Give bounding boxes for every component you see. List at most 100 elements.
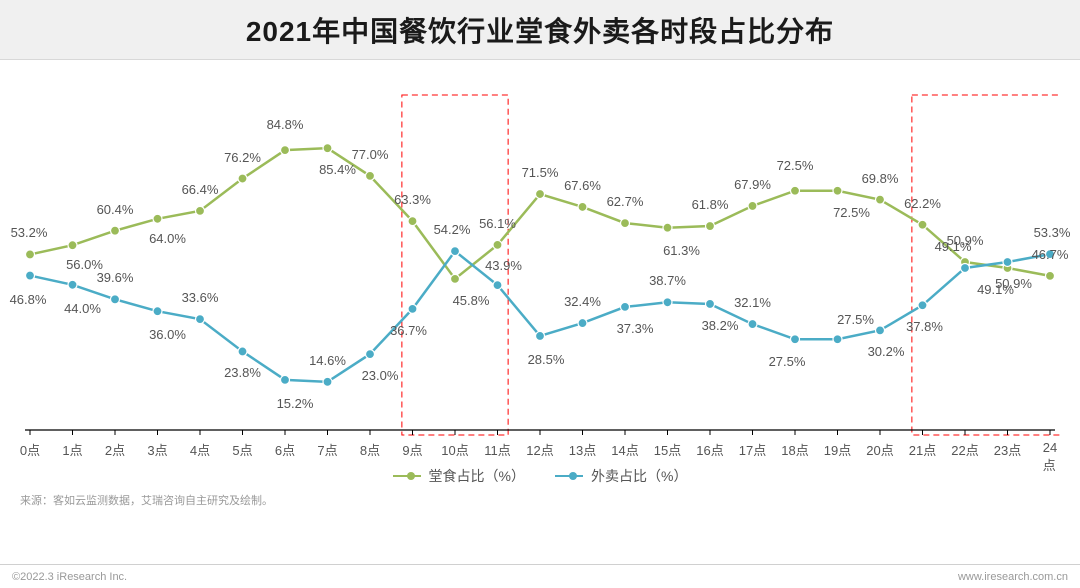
x-tick-label: 19点 (824, 440, 851, 459)
x-tick-label: 20点 (866, 440, 893, 459)
x-tick-label: 9点 (402, 440, 422, 459)
value-label-dinein: 64.0% (149, 231, 186, 246)
x-tick-label: 0点 (20, 440, 40, 459)
value-label-dinein: 63.3% (394, 192, 431, 207)
series-marker-delivery (366, 350, 375, 359)
x-tick-label: 23点 (994, 440, 1021, 459)
value-label-delivery: 33.6% (182, 290, 219, 305)
value-label-dinein: 72.5% (833, 205, 870, 220)
value-label-delivery: 53.3% (1034, 225, 1071, 240)
series-marker-delivery (323, 377, 332, 386)
series-marker-dinein (323, 144, 332, 153)
value-label-delivery: 37.3% (617, 321, 654, 336)
value-label-delivery: 43.9% (485, 258, 522, 273)
series-marker-dinein (748, 201, 757, 210)
value-label-delivery: 49.1% (935, 239, 972, 254)
value-label-delivery: 27.5% (837, 312, 874, 327)
series-marker-delivery (621, 302, 630, 311)
series-marker-dinein (153, 214, 162, 223)
value-label-dinein: 66.4% (182, 182, 219, 197)
series-marker-dinein (68, 241, 77, 250)
value-label-dinein: 46.7% (1032, 247, 1069, 262)
legend-item: 堂食占比（%） (393, 466, 525, 486)
series-marker-dinein (238, 174, 247, 183)
series-marker-dinein (493, 240, 502, 249)
value-label-dinein: 77.0% (352, 147, 389, 162)
series-marker-delivery (833, 335, 842, 344)
x-tick-label: 18点 (781, 440, 808, 459)
x-tick-label: 11点 (484, 440, 511, 459)
series-marker-delivery (451, 247, 460, 256)
legend-label: 外卖占比（%） (591, 466, 687, 486)
series-marker-delivery (876, 326, 885, 335)
value-label-dinein: 71.5% (522, 165, 559, 180)
copyright: ©2022.3 iResearch Inc. (12, 571, 127, 583)
series-marker-dinein (366, 171, 375, 180)
value-label-dinein: 76.2% (224, 150, 261, 165)
value-label-delivery: 38.2% (702, 318, 739, 333)
series-marker-dinein (536, 190, 545, 199)
legend-item: 外卖占比（%） (555, 466, 687, 486)
value-label-delivery: 32.4% (564, 294, 601, 309)
series-marker-delivery (68, 280, 77, 289)
value-label-delivery: 50.9% (995, 276, 1032, 291)
x-tick-label: 16点 (696, 440, 723, 459)
title-bar: 2021年中国餐饮行业堂食外卖各时段占比分布 (0, 0, 1080, 60)
series-marker-dinein (791, 186, 800, 195)
value-label-delivery: 39.6% (97, 270, 134, 285)
value-label-delivery: 46.8% (10, 292, 47, 307)
chart-area: 53.2%56.0%60.4%64.0%66.4%76.2%84.8%85.4%… (20, 80, 1060, 480)
series-marker-delivery (238, 347, 247, 356)
source-note: 来源：客如云监测数据，艾瑞咨询自主研究及绘制。 (20, 492, 273, 508)
value-label-dinein: 62.7% (607, 194, 644, 209)
legend-swatch (393, 475, 421, 477)
series-marker-dinein (451, 274, 460, 283)
x-tick-label: 4点 (190, 440, 210, 459)
series-marker-delivery (663, 298, 672, 307)
value-label-delivery: 23.8% (224, 365, 261, 380)
series-marker-delivery (153, 307, 162, 316)
value-label-dinein: 69.8% (862, 171, 899, 186)
series-marker-delivery (748, 320, 757, 329)
legend-label: 堂食占比（%） (429, 466, 525, 486)
x-tick-label: 13点 (569, 440, 596, 459)
chart-title: 2021年中国餐饮行业堂食外卖各时段占比分布 (246, 10, 834, 50)
series-marker-dinein (408, 217, 417, 226)
x-tick-label: 3点 (147, 440, 167, 459)
series-marker-dinein (111, 226, 120, 235)
value-label-delivery: 37.8% (906, 319, 943, 334)
value-label-delivery: 28.5% (528, 352, 565, 367)
series-marker-dinein (706, 222, 715, 231)
x-tick-label: 6点 (275, 440, 295, 459)
series-marker-dinein (621, 219, 630, 228)
x-tick-label: 10点 (441, 440, 468, 459)
x-tick-label: 8点 (360, 440, 380, 459)
value-label-dinein: 56.1% (479, 216, 516, 231)
series-marker-delivery (578, 319, 587, 328)
x-tick-label: 12点 (526, 440, 553, 459)
x-tick-label: 22点 (951, 440, 978, 459)
value-label-delivery: 14.6% (309, 353, 346, 368)
series-marker-delivery (706, 299, 715, 308)
value-label-delivery: 30.2% (868, 344, 905, 359)
value-label-dinein: 72.5% (777, 158, 814, 173)
x-tick-label: 5点 (232, 440, 252, 459)
series-marker-dinein (876, 195, 885, 204)
x-tick-label: 17点 (739, 440, 766, 459)
series-marker-dinein (663, 223, 672, 232)
value-label-dinein: 53.2% (11, 225, 48, 240)
value-label-dinein: 84.8% (267, 117, 304, 132)
legend-swatch (555, 475, 583, 477)
value-label-dinein: 61.8% (692, 197, 729, 212)
series-marker-dinein (26, 250, 35, 259)
value-label-dinein: 67.9% (734, 177, 771, 192)
x-tick-label: 7点 (317, 440, 337, 459)
value-label-delivery: 38.7% (649, 273, 686, 288)
series-marker-delivery (1003, 258, 1012, 267)
series-marker-delivery (918, 301, 927, 310)
series-marker-dinein (196, 206, 205, 215)
chart-svg (20, 80, 1060, 480)
value-label-delivery: 15.2% (277, 396, 314, 411)
series-marker-dinein (833, 186, 842, 195)
value-label-dinein: 62.2% (904, 196, 941, 211)
